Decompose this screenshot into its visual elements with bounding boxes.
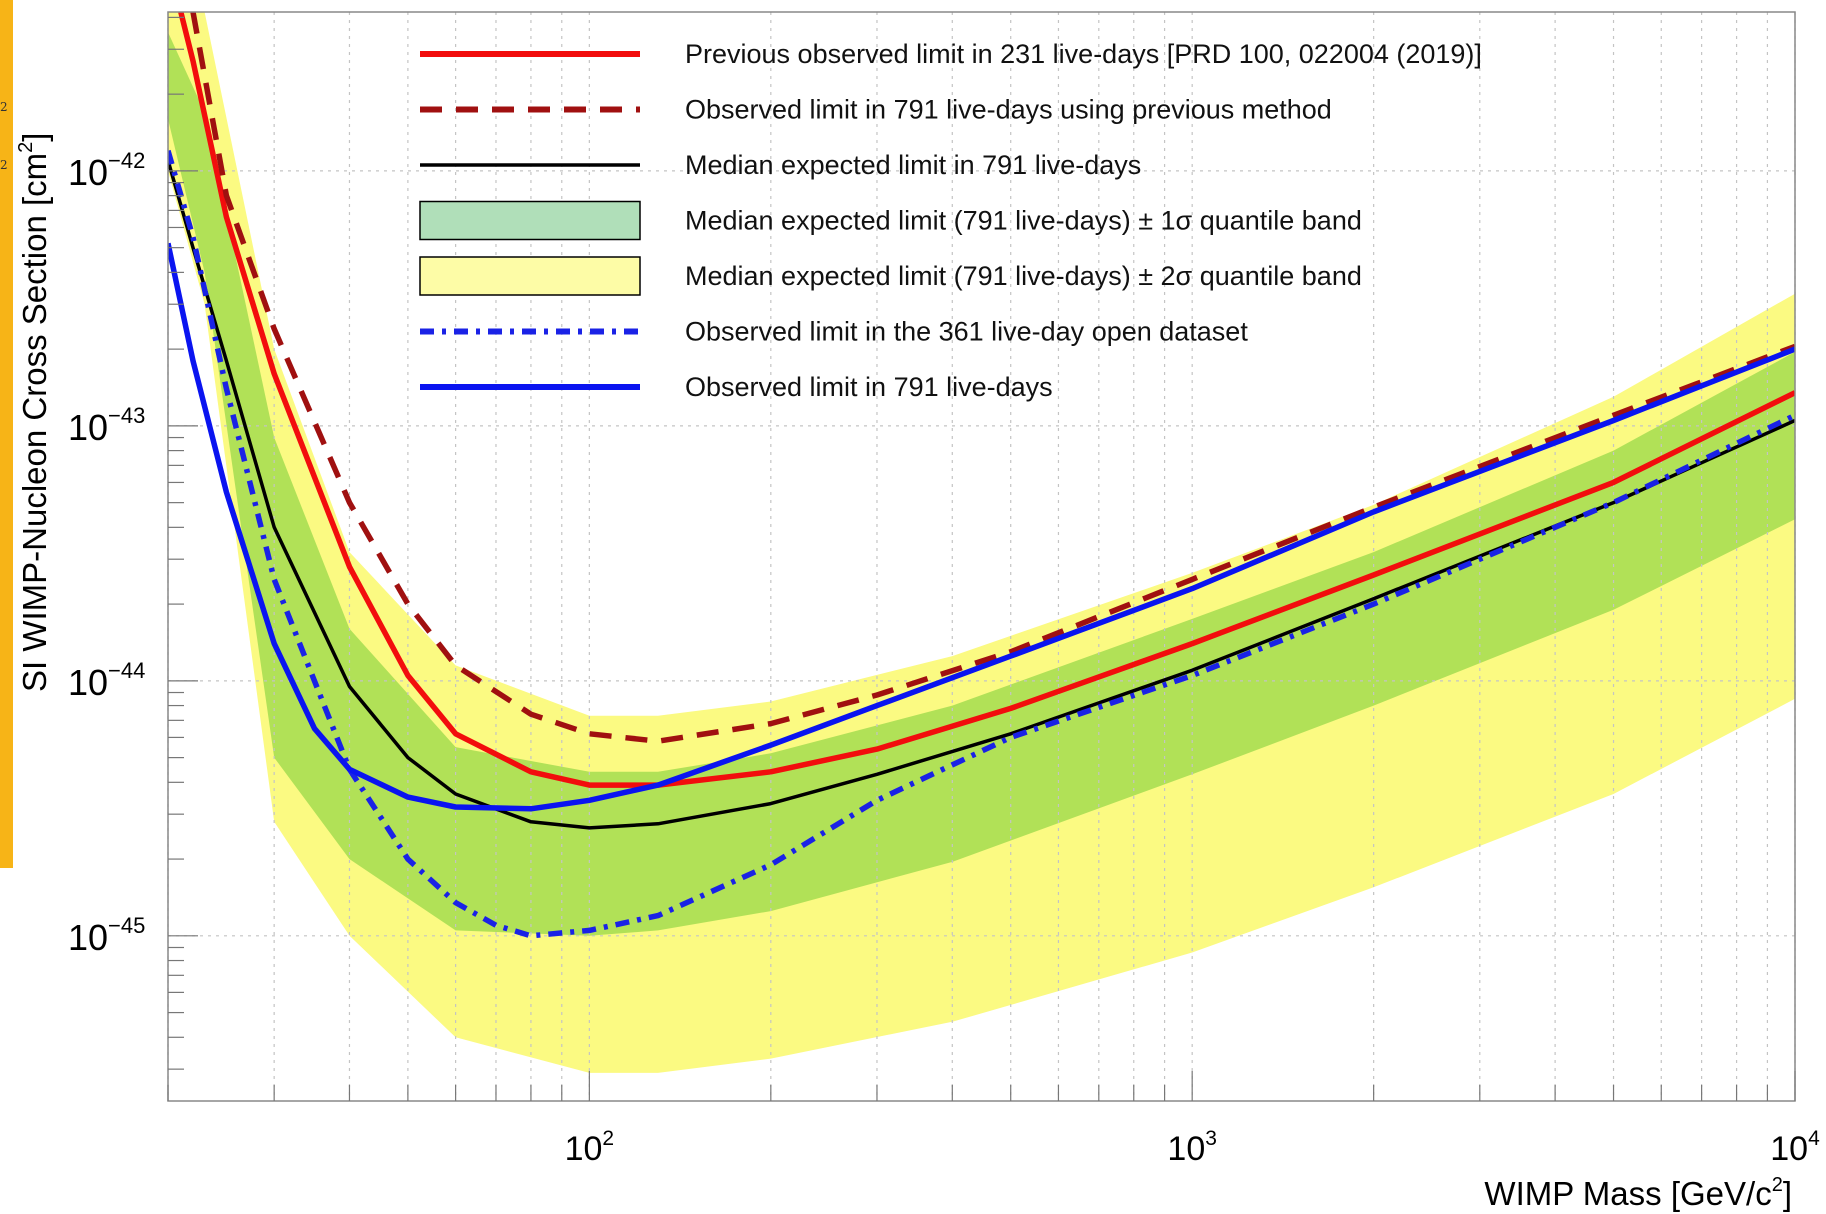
side-strip-glyph-b: 2 xyxy=(0,158,8,172)
y-tick-exp: −42 xyxy=(108,148,145,173)
y-tick-label: 10−45 xyxy=(68,913,145,958)
legend: Previous observed limit in 231 live-days… xyxy=(419,39,1482,402)
series-line-5 xyxy=(168,242,1795,812)
series-line-3 xyxy=(168,159,1795,830)
x-tick-base: 10 xyxy=(1770,1130,1808,1168)
legend-label: Observed limit in 791 live-days xyxy=(685,372,1053,402)
y-tick-exp: −44 xyxy=(108,658,145,683)
legend-label: Median expected limit (791 live-days) ± … xyxy=(685,261,1362,291)
y-tick-exp: −45 xyxy=(108,913,145,938)
y-axis-label-base: SI WIMP-Nucleon Cross Section [cm xyxy=(16,153,53,692)
x-tick-exp: 2 xyxy=(602,1127,614,1150)
x-tick-exp: 4 xyxy=(1808,1127,1820,1150)
series-line-2 xyxy=(190,12,1795,744)
y-axis-label: SI WIMP-Nucleon Cross Section [cm2] xyxy=(15,133,53,692)
y-axis-label-sup: 2 xyxy=(15,142,37,153)
y-tick-label: 10−43 xyxy=(68,403,145,448)
x-tick-exp: 3 xyxy=(1205,1127,1217,1150)
plot-frame xyxy=(167,11,1796,1102)
y-tick-label: 10−42 xyxy=(68,148,145,193)
y-axis-label-end: ] xyxy=(16,133,53,142)
y-tick-base: 10 xyxy=(68,662,108,703)
y-tick-base: 10 xyxy=(68,152,108,193)
x-tick-base: 10 xyxy=(565,1130,603,1168)
band-1sigma xyxy=(168,32,1795,936)
side-strip: 2 2 xyxy=(0,0,13,868)
y-tick-exp: −43 xyxy=(108,403,145,428)
limit-curves xyxy=(168,12,1795,939)
y-tick-base: 10 xyxy=(68,917,108,958)
x-tick-label: 103 xyxy=(1167,1127,1217,1168)
x-tick-base: 10 xyxy=(1167,1130,1205,1168)
minor-ticks xyxy=(167,16,1796,1101)
legend-label: Observed limit in 791 live-days using pr… xyxy=(685,95,1332,125)
x-axis-label-end: ] xyxy=(1783,1175,1792,1212)
legend-label: Median expected limit in 791 live-days xyxy=(685,150,1141,180)
side-strip-glyph-a: 2 xyxy=(0,100,8,114)
y-tick-label: 10−44 xyxy=(68,658,145,703)
x-axis-label-sup: 2 xyxy=(1772,1174,1783,1196)
legend-swatch-box xyxy=(419,256,641,296)
x-axis-label-base: WIMP Mass [GeV/c xyxy=(1484,1175,1771,1212)
x-axis-label: WIMP Mass [GeV/c2] xyxy=(1484,1174,1792,1212)
series-line-4 xyxy=(168,149,1795,939)
legend-label: Previous observed limit in 231 live-days… xyxy=(685,39,1482,69)
x-tick-label: 104 xyxy=(1770,1127,1820,1168)
legend-label: Median expected limit (791 live-days) ± … xyxy=(685,206,1362,236)
x-tick-labels: 102 103 104 xyxy=(565,1127,1820,1168)
legend-swatch-box xyxy=(419,200,641,241)
y-tick-base: 10 xyxy=(68,407,108,448)
legend-label: Observed limit in the 361 live-day open … xyxy=(685,317,1248,347)
series-line-1 xyxy=(178,12,1795,788)
confidence-bands xyxy=(168,12,1795,1073)
x-tick-label: 102 xyxy=(565,1127,615,1168)
